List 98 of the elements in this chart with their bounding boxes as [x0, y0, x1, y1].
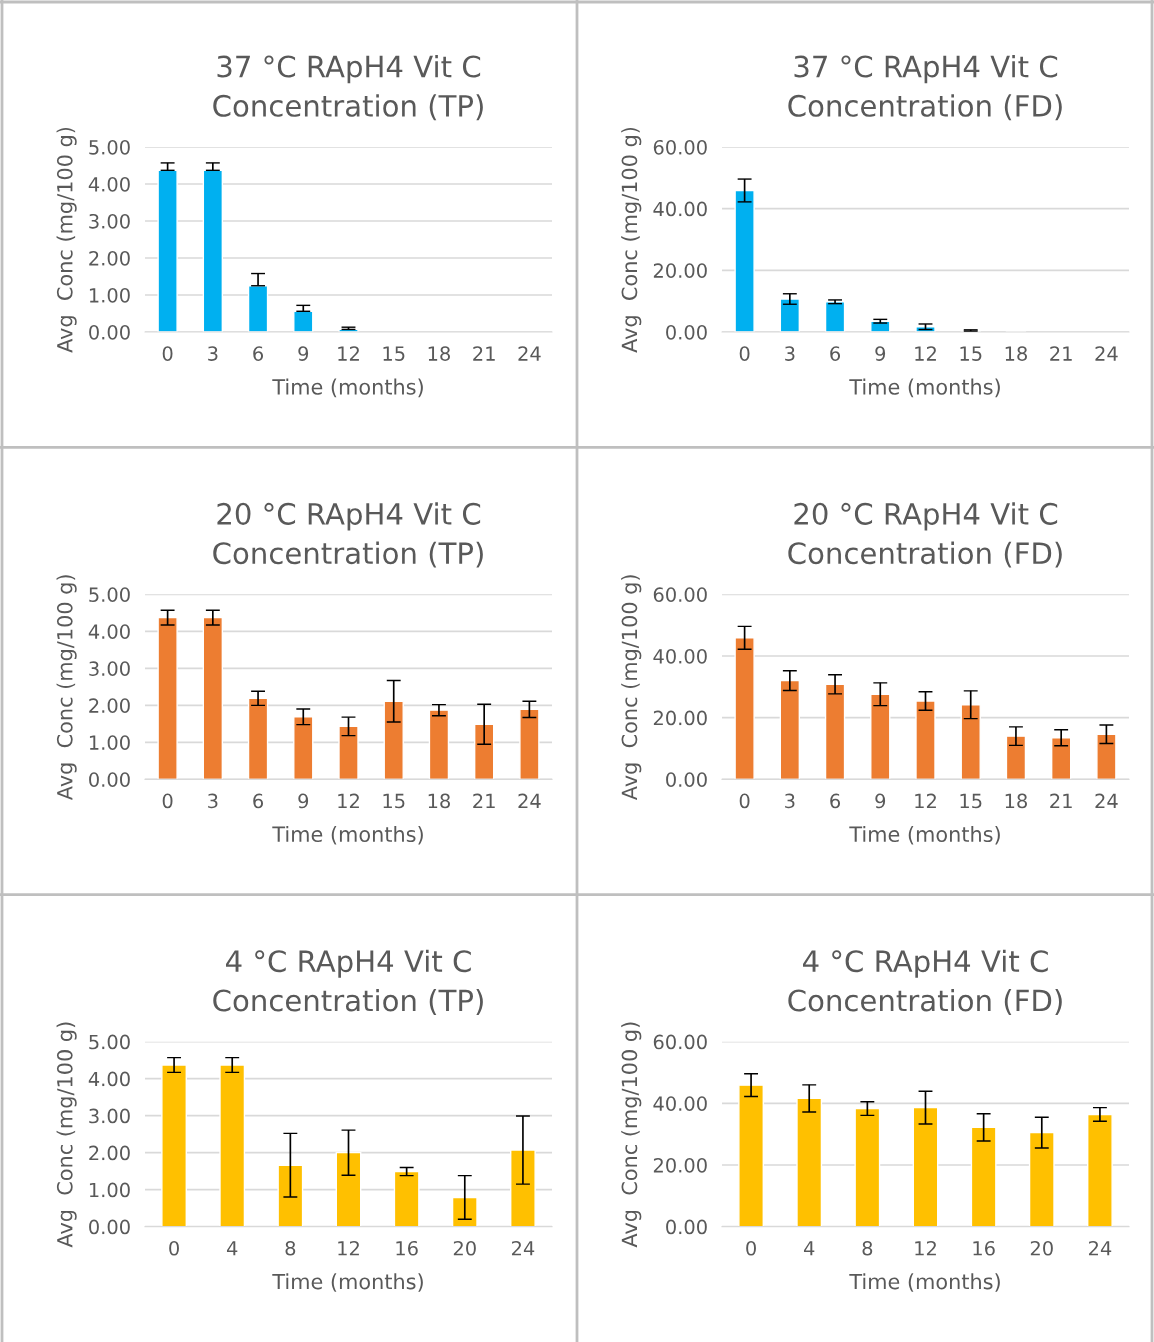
- y-tick-label: 40.00: [653, 648, 707, 664]
- chart-title: 4 °C RApH4 Vit C Concentration (FD): [788, 949, 1062, 1015]
- y-tick-label: 1.00: [89, 1182, 130, 1198]
- x-tick-label: 18: [428, 793, 450, 809]
- y-tick-label: 0.00: [666, 324, 707, 340]
- y-tick-label: 2.00: [89, 698, 130, 713]
- chart-title: 20 °C RApH4 Vit C Concentration (FD): [788, 502, 1062, 568]
- x-tick-label: 3: [208, 346, 218, 361]
- y-tick-label: 4.00: [88, 1071, 130, 1087]
- y-axis-title: Avg Conc (mg/100 g): [56, 127, 77, 353]
- x-tick-label: 15: [383, 793, 405, 809]
- y-axis-title: Avg Conc (mg/100 g): [621, 575, 642, 801]
- x-tick-label: 24: [1095, 346, 1118, 361]
- y-tick-label: 0.00: [89, 1219, 130, 1235]
- x-tick-label: 12: [915, 346, 936, 361]
- y-axis-title: Avg Conc (mg/100 g): [56, 1022, 77, 1248]
- chart-title: 4 °C RApH4 Vit C Concentration (TP): [213, 949, 483, 1015]
- x-tick-label: 20: [1030, 1240, 1053, 1256]
- x-tick-label: 18: [1005, 346, 1027, 361]
- x-axis-title: Time (months): [849, 378, 1000, 398]
- x-tick-label: 0: [169, 1240, 179, 1256]
- y-tick-label: 0.00: [89, 772, 130, 787]
- x-tick-label: 21: [473, 793, 495, 808]
- y-tick-label: 20.00: [653, 263, 707, 278]
- x-tick-label: 12: [338, 793, 359, 808]
- chart-title: 37 °C RApH4 Vit C Concentration (FD): [788, 54, 1062, 121]
- y-tick-label: 60.00: [653, 1034, 707, 1050]
- x-tick-label: 6: [830, 793, 841, 809]
- x-tick-label: 24: [1088, 1240, 1112, 1256]
- y-tick-label: 5.00: [89, 587, 130, 602]
- x-tick-label: 24: [1095, 793, 1118, 808]
- y-tick-label: 0.00: [666, 772, 707, 787]
- x-tick-label: 15: [383, 346, 405, 361]
- x-tick-label: 21: [1050, 793, 1072, 808]
- y-tick-label: 3.00: [89, 213, 130, 229]
- x-tick-label: 0: [162, 346, 173, 361]
- x-axis-title: Time (months): [849, 825, 1000, 845]
- y-tick-label: 4.00: [88, 624, 130, 639]
- x-tick-label: 24: [518, 793, 541, 808]
- y-tick-label: 60.00: [653, 139, 707, 155]
- x-tick-label: 12: [338, 346, 359, 361]
- x-tick-label: 9: [875, 346, 886, 361]
- x-tick-label: 24: [511, 1240, 535, 1256]
- x-tick-label: 8: [862, 1240, 873, 1256]
- y-tick-label: 40.00: [653, 1096, 707, 1111]
- y-tick-label: 20.00: [653, 1157, 707, 1173]
- x-tick-label: 9: [298, 346, 309, 361]
- x-tick-label: 3: [785, 793, 795, 809]
- x-tick-label: 6: [253, 346, 264, 361]
- x-tick-label: 16: [396, 1240, 418, 1256]
- y-tick-label: 1.00: [89, 735, 130, 750]
- y-tick-label: 1.00: [89, 287, 130, 303]
- x-tick-label: 18: [428, 346, 450, 361]
- x-tick-label: 21: [1050, 346, 1072, 361]
- x-tick-label: 15: [960, 346, 982, 361]
- y-tick-label: 2.00: [89, 1145, 130, 1161]
- chart-title: 20 °C RApH4 Vit C Concentration (TP): [213, 502, 483, 568]
- x-tick-label: 24: [518, 346, 541, 361]
- x-tick-label: 20: [453, 1240, 476, 1256]
- y-tick-label: 3.00: [89, 661, 130, 676]
- y-tick-label: 0.00: [666, 1219, 707, 1235]
- x-tick-label: 8: [285, 1240, 296, 1256]
- y-axis-title: Avg Conc (mg/100 g): [621, 127, 642, 353]
- y-tick-label: 60.00: [653, 587, 707, 602]
- y-axis-title: Avg Conc (mg/100 g): [56, 575, 77, 801]
- x-tick-label: 12: [915, 1240, 936, 1256]
- x-tick-label: 21: [473, 346, 495, 361]
- x-axis-title: Time (months): [272, 1273, 423, 1292]
- x-tick-label: 4: [226, 1241, 238, 1256]
- x-axis-title: Time (months): [272, 825, 423, 845]
- y-tick-label: 5.00: [89, 139, 130, 155]
- y-tick-label: 5.00: [89, 1034, 130, 1050]
- chart-title: 37 °C RApH4 Vit C Concentration (TP): [213, 54, 483, 121]
- x-tick-label: 6: [830, 346, 841, 361]
- x-tick-label: 0: [739, 346, 750, 361]
- x-tick-label: 4: [803, 1241, 815, 1256]
- y-tick-label: 4.00: [88, 176, 130, 192]
- x-tick-label: 6: [253, 793, 264, 809]
- y-tick-label: 20.00: [653, 710, 707, 726]
- y-axis-title: Avg Conc (mg/100 g): [621, 1022, 642, 1248]
- x-tick-label: 16: [973, 1240, 995, 1256]
- x-axis-title: Time (months): [272, 378, 423, 398]
- y-tick-label: 2.00: [89, 250, 130, 266]
- x-tick-label: 18: [1005, 793, 1027, 809]
- x-tick-label: 12: [915, 793, 936, 808]
- x-tick-label: 9: [298, 793, 309, 809]
- x-tick-label: 0: [746, 1240, 756, 1256]
- y-tick-label: 3.00: [89, 1108, 130, 1124]
- x-tick-label: 3: [208, 793, 218, 809]
- x-tick-label: 0: [162, 793, 173, 809]
- x-tick-label: 0: [739, 793, 750, 809]
- y-tick-label: 40.00: [653, 201, 707, 217]
- x-tick-label: 15: [960, 793, 982, 809]
- x-tick-label: 3: [785, 346, 795, 361]
- y-tick-label: 0.00: [89, 324, 130, 340]
- x-tick-label: 9: [875, 793, 886, 809]
- x-tick-label: 12: [338, 1240, 359, 1256]
- x-axis-title: Time (months): [849, 1273, 1000, 1292]
